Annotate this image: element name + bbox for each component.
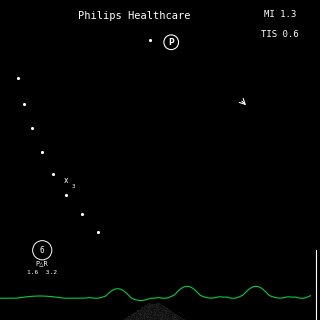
Text: 1.6  3.2: 1.6 3.2 — [27, 270, 57, 275]
Text: Philips Healthcare: Philips Healthcare — [78, 11, 191, 21]
Text: x: x — [63, 176, 68, 185]
Text: 3: 3 — [71, 184, 75, 189]
Text: MI 1.3: MI 1.3 — [264, 10, 296, 19]
Text: P: P — [168, 38, 174, 47]
Text: P△R: P△R — [36, 260, 49, 266]
Text: 6: 6 — [40, 246, 44, 255]
Text: TIS 0.6: TIS 0.6 — [261, 30, 299, 39]
